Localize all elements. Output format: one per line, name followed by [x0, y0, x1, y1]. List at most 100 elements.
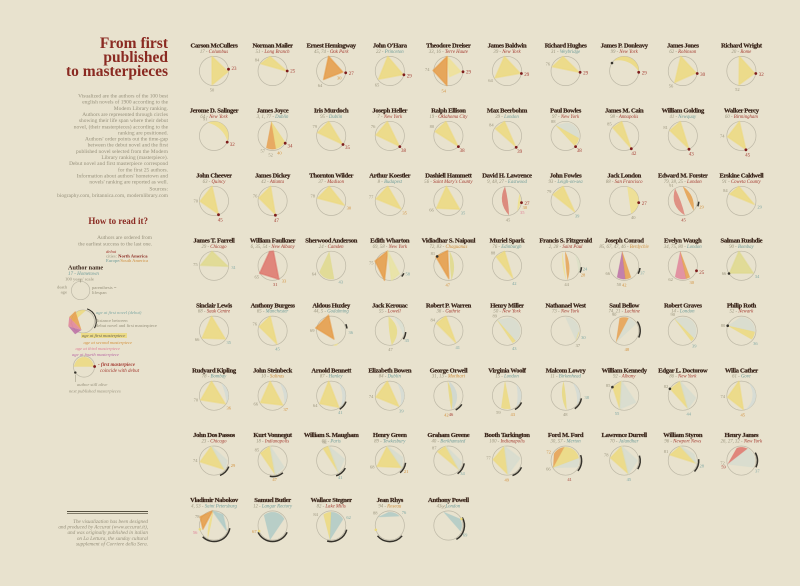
svg-text:74: 74: [369, 394, 374, 399]
svg-text:Library ranking (masterpiece).: Library ranking (masterpiece).: [101, 154, 168, 161]
svg-text:66: 66: [195, 337, 200, 342]
svg-text:41 - Newquay: 41 - Newquay: [669, 115, 697, 120]
svg-text:47: 47: [388, 347, 393, 352]
svg-text:66 - Paris: 66 - Paris: [322, 440, 341, 445]
svg-text:Kurt Vonnegut: Kurt Vonnegut: [253, 432, 293, 439]
svg-text:Authors' order points out the: Authors' order points out the time-gap: [85, 137, 168, 143]
svg-text:84: 84: [489, 123, 494, 128]
svg-text:Information about authors' hom: Information about authors' hometown and: [77, 173, 169, 180]
svg-text:57: 57: [260, 149, 265, 154]
svg-text:51 - Long Branch: 51 - Long Branch: [256, 50, 291, 55]
svg-text:Edith Wharton: Edith Wharton: [370, 237, 410, 244]
svg-text:26, 27, 32 - New York: 26, 27, 32 - New York: [721, 440, 763, 445]
svg-text:ranking are positioned.: ranking are positioned.: [118, 130, 168, 136]
svg-text:41: 41: [455, 345, 460, 350]
svg-text:William Faulkner: William Faulkner: [250, 237, 296, 244]
svg-text:50: 50: [210, 88, 215, 93]
svg-text:39 - London: 39 - London: [495, 115, 519, 120]
svg-text:84 - Dublin: 84 - Dublin: [379, 375, 402, 380]
svg-text:William Styron: William Styron: [663, 432, 703, 439]
svg-text:14 - London: 14 - London: [671, 310, 695, 315]
svg-text:37: 37: [640, 271, 645, 276]
svg-text:age at fourth masterpiece: age at fourth masterpiece: [72, 352, 119, 357]
svg-text:45: 45: [681, 217, 686, 222]
svg-text:Rudyard Kipling: Rudyard Kipling: [192, 367, 237, 374]
svg-text:James Joyce: James Joyce: [257, 108, 289, 115]
svg-text:91: 91: [322, 440, 327, 445]
svg-text:95 - Dublin: 95 - Dublin: [320, 115, 343, 120]
svg-text:46: 46: [449, 412, 454, 417]
svg-text:78 - Bombay: 78 - Bombay: [202, 375, 227, 380]
svg-text:64: 64: [312, 271, 317, 276]
svg-text:for the first 25 authors.: for the first 25 authors.: [118, 166, 168, 173]
svg-text:36: 36: [227, 406, 232, 411]
svg-text:19 - Oklahoma City: 19 - Oklahoma City: [429, 115, 468, 120]
svg-text:Henry Green: Henry Green: [373, 432, 407, 439]
svg-text:80: 80: [721, 323, 726, 328]
svg-text:24 - Camden: 24 - Camden: [319, 245, 344, 250]
svg-text:66: 66: [605, 271, 610, 276]
svg-text:59: 59: [721, 465, 726, 470]
svg-text:43: 43: [338, 280, 343, 285]
svg-text:10 - Salinas: 10 - Salinas: [261, 375, 284, 380]
svg-text:32: 32: [759, 73, 765, 78]
svg-text:James T. Farrell: James T. Farrell: [193, 237, 235, 244]
svg-text:82: 82: [664, 384, 669, 389]
svg-text:62: 62: [668, 277, 673, 282]
svg-text:33, 16 - Terre Haute: 33, 16 - Terre Haute: [429, 50, 469, 55]
svg-text:Richard Hughes: Richard Hughes: [545, 43, 588, 50]
svg-text:47: 47: [274, 219, 280, 224]
svg-text:65: 65: [375, 83, 380, 88]
svg-text:Edward M. Forster: Edward M. Forster: [658, 173, 708, 180]
svg-text:17 - Hometown: 17 - Hometown: [68, 272, 99, 277]
svg-text:Paul Bowles: Paul Bowles: [550, 108, 582, 115]
svg-text:47: 47: [272, 477, 277, 482]
svg-text:74, 21 - Lachine: 74, 21 - Lachine: [608, 310, 640, 315]
svg-text:45: 45: [740, 412, 745, 417]
svg-text:37: 37: [755, 469, 760, 474]
svg-text:debut novel and first masterpi: debut novel and first masterpiece: [96, 323, 157, 328]
svg-text:22 - Princeton: 22 - Princeton: [376, 50, 404, 55]
svg-text:84: 84: [313, 512, 318, 517]
svg-text:age at second masterpiece: age at second masterpiece: [84, 340, 133, 345]
svg-text:52: 52: [268, 153, 273, 158]
svg-text:64 - New York: 64 - New York: [200, 115, 228, 120]
svg-text:Jack Kerouac: Jack Kerouac: [372, 302, 408, 309]
svg-text:72, 83 - Chaguanas: 72, 83 - Chaguanas: [429, 245, 467, 250]
svg-text:28: 28: [581, 273, 586, 278]
svg-text:40 - Berkhamsted: 40 - Berkhamsted: [431, 440, 465, 445]
svg-text:64: 64: [488, 78, 493, 83]
svg-text:97 - New York: 97 - New York: [552, 115, 580, 120]
svg-text:36: 36: [349, 330, 354, 335]
svg-text:Malcom Lowry: Malcom Lowry: [546, 367, 587, 374]
svg-text:88: 88: [373, 511, 378, 516]
svg-text:62 - Robinson: 62 - Robinson: [669, 50, 697, 55]
svg-text:Graham Greene: Graham Greene: [427, 432, 469, 439]
svg-text:The visualization has been des: The visualization has been designed: [73, 519, 148, 525]
svg-text:100 years' scale: 100 years' scale: [65, 277, 94, 282]
svg-text:31 - Weybridge: 31 - Weybridge: [551, 50, 581, 55]
svg-text:distance between: distance between: [96, 318, 128, 323]
svg-text:7 - New York: 7 - New York: [377, 115, 403, 120]
svg-text:Authors are ordered from: Authors are ordered from: [97, 234, 153, 241]
svg-text:23: 23: [232, 67, 238, 72]
svg-text:87: 87: [432, 445, 437, 450]
svg-text:69, 58 - New York: 69, 58 - New York: [373, 245, 408, 250]
svg-text:Europe/South America: Europe/South America: [106, 258, 148, 263]
svg-text:33: 33: [282, 278, 287, 283]
svg-text:parenthesis =: parenthesis =: [92, 285, 117, 290]
svg-text:34, 75, 80 - London: 34, 75, 80 - London: [664, 245, 702, 250]
svg-text:George Orwell: George Orwell: [430, 367, 468, 374]
svg-text:60 - Birmingham: 60 - Birmingham: [725, 115, 758, 120]
svg-text:Joseph Conrad: Joseph Conrad: [605, 237, 644, 244]
svg-text:29: 29: [757, 204, 762, 209]
svg-text:Edgar L. Doctorow: Edgar L. Doctorow: [658, 367, 708, 374]
svg-text:Vidiadhar S. Naipaul: Vidiadhar S. Naipaul: [422, 237, 476, 244]
svg-text:41: 41: [338, 475, 343, 480]
svg-text:34: 34: [755, 274, 760, 279]
svg-text:death: death: [57, 285, 68, 290]
svg-text:John Fowles: John Fowles: [550, 173, 582, 180]
svg-text:56: 56: [669, 84, 674, 89]
svg-text:age: age: [61, 290, 67, 295]
svg-text:43: 43: [689, 153, 695, 158]
